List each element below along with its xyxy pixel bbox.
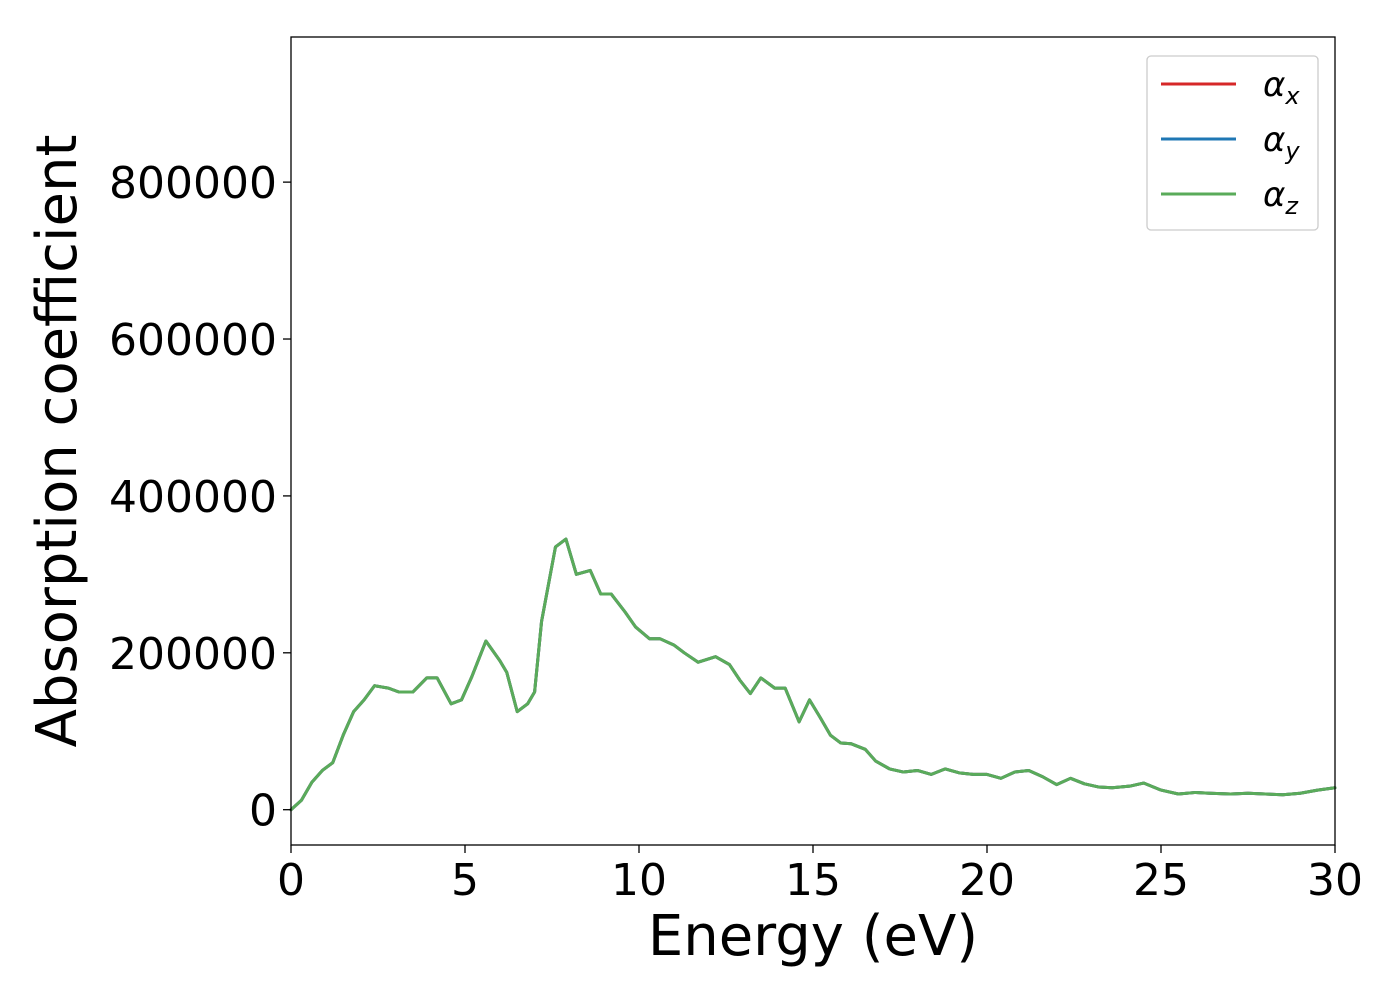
y-axis-label: Absorption coefficient — [25, 135, 90, 748]
x-axis-ticks: 0 5 10 15 20 25 30 — [277, 845, 1363, 906]
x-tick-label: 10 — [611, 855, 667, 906]
legend-label-subscript: x — [1284, 82, 1300, 110]
y-tick-label: 600000 — [109, 315, 277, 366]
legend-label-x: αx — [1263, 65, 1300, 110]
series-line-z — [289, 537, 1337, 812]
legend-label-base: α — [1263, 175, 1285, 215]
y-tick-label: 800000 — [109, 158, 277, 209]
y-tick-label: 0 — [249, 786, 277, 837]
legend-label-z: αz — [1263, 175, 1299, 220]
x-tick-label: 15 — [785, 855, 841, 906]
y-tick-label: 400000 — [109, 472, 277, 523]
legend-label-subscript: y — [1284, 137, 1300, 165]
series-layer — [289, 537, 1337, 812]
x-tick-label: 25 — [1133, 855, 1189, 906]
x-tick-label: 5 — [451, 855, 479, 906]
y-tick-label: 200000 — [109, 629, 277, 680]
y-axis-ticks: 0 200000 400000 600000 800000 — [109, 158, 291, 837]
legend-label-base: α — [1263, 120, 1285, 160]
legend-box — [1146, 55, 1319, 231]
legend-label-subscript: z — [1284, 192, 1299, 220]
x-tick-label: 20 — [959, 855, 1015, 906]
legend-label-y: αy — [1263, 120, 1300, 165]
legend-label-base: α — [1263, 65, 1285, 105]
x-axis-label: Energy (eV) — [648, 904, 978, 969]
x-tick-label: 0 — [277, 855, 305, 906]
x-tick-label: 30 — [1307, 855, 1363, 906]
